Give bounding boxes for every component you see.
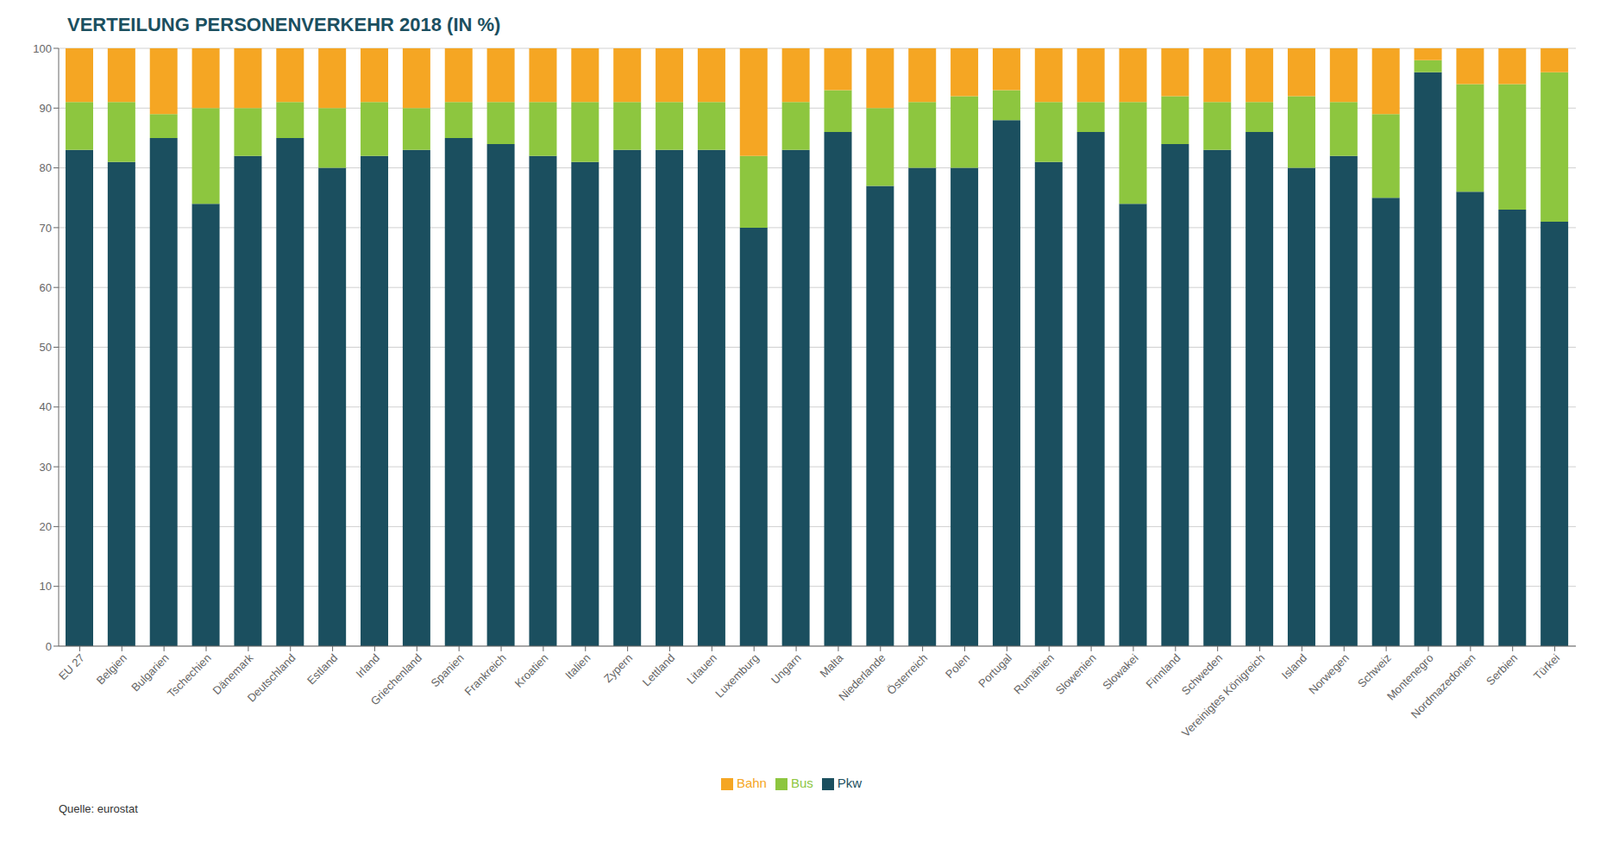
svg-text:Litauen: Litauen <box>683 651 720 687</box>
html-text:Pkw: Pkw <box>837 775 862 791</box>
svg-text:Schweiz: Schweiz <box>1355 651 1394 691</box>
svg-text:Türkei: Türkei <box>1530 651 1563 683</box>
svg-text:60: 60 <box>39 281 52 295</box>
svg-text:Griechenland: Griechenland <box>368 651 425 708</box>
html-text:Quelle: eurostat: Quelle: eurostat <box>58 802 138 816</box>
svg-text:Österreich: Österreich <box>884 651 930 697</box>
svg-text:Rumänien: Rumänien <box>1010 651 1057 697</box>
svg-text:Estland: Estland <box>304 651 340 687</box>
svg-text:70: 70 <box>39 221 52 235</box>
svg-text:Serbien: Serbien <box>1483 651 1520 688</box>
svg-text:Schweden: Schweden <box>1178 651 1226 698</box>
svg-text:Polen: Polen <box>942 651 973 681</box>
svg-text:90: 90 <box>39 101 52 115</box>
svg-text:30: 30 <box>39 460 52 474</box>
svg-text:Slowenien: Slowenien <box>1053 651 1099 697</box>
html-text:VERTEILUNG PERSONENVERKEHR 201: VERTEILUNG PERSONENVERKEHR 2018 (IN %) <box>67 13 501 36</box>
svg-text:EU 27: EU 27 <box>56 651 88 683</box>
svg-text:Lettland: Lettland <box>640 651 678 689</box>
svg-text:Dänemark: Dänemark <box>210 651 256 697</box>
svg-text:Montenegro: Montenegro <box>1384 651 1436 703</box>
html-text:Bus: Bus <box>790 775 814 791</box>
svg-text:Kroatien: Kroatien <box>512 651 552 691</box>
svg-text:Niederlande: Niederlande <box>835 651 888 703</box>
svg-text:Vereinigtes Königreich: Vereinigtes Königreich <box>1179 651 1268 740</box>
svg-text:Malta: Malta <box>816 650 847 680</box>
svg-text:Bulgarien: Bulgarien <box>128 651 171 694</box>
svg-text:10: 10 <box>39 579 52 593</box>
svg-text:40: 40 <box>39 400 52 414</box>
svg-text:Tschechien: Tschechien <box>164 651 214 701</box>
svg-text:0: 0 <box>45 640 52 653</box>
svg-text:Belgien: Belgien <box>94 651 130 687</box>
svg-text:Italien: Italien <box>562 651 593 682</box>
svg-text:Slowakei: Slowakei <box>1099 651 1141 692</box>
svg-text:Island: Island <box>1279 651 1310 682</box>
svg-text:Portugal: Portugal <box>975 651 1015 691</box>
svg-text:20: 20 <box>39 520 52 534</box>
svg-text:Spanien: Spanien <box>427 651 466 690</box>
svg-text:Ungarn: Ungarn <box>768 651 804 687</box>
svg-text:Finnland: Finnland <box>1143 651 1184 691</box>
svg-text:Frankreich: Frankreich <box>462 651 509 698</box>
svg-text:50: 50 <box>39 340 52 354</box>
svg-text:Zypern: Zypern <box>601 651 635 685</box>
svg-text:Deutschland: Deutschland <box>244 651 299 705</box>
svg-text:Nordmazedonien: Nordmazedonien <box>1408 651 1479 722</box>
svg-text:Irland: Irland <box>352 651 383 681</box>
svg-text:Norwegen: Norwegen <box>1305 651 1352 697</box>
svg-text:80: 80 <box>39 161 52 175</box>
svg-text:100: 100 <box>32 42 52 56</box>
svg-text:Luxemburg: Luxemburg <box>712 651 762 701</box>
html-text:Bahn: Bahn <box>736 775 767 791</box>
